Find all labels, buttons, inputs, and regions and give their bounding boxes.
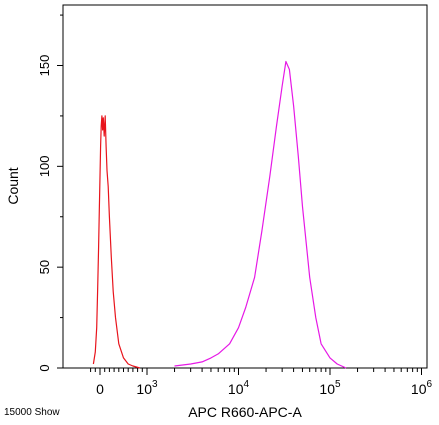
x-tick-label: 106 xyxy=(411,379,433,397)
histogram-series-2 xyxy=(174,60,347,369)
plot-frame xyxy=(62,4,428,369)
x-tick-label: 104 xyxy=(228,379,250,397)
y-tick-label: 50 xyxy=(37,260,52,274)
footer-text: 15000 Show xyxy=(4,407,60,418)
y-axis-title: Count xyxy=(5,167,21,204)
x-tick-label: 105 xyxy=(319,379,341,397)
y-tick-label: 150 xyxy=(37,55,52,77)
x-tick-label: 103 xyxy=(136,379,158,397)
x-tick-label: 0 xyxy=(96,381,104,397)
y-tick-label: 0 xyxy=(37,364,52,371)
y-tick-label: 100 xyxy=(37,155,52,177)
x-axis-title: APC R660-APC-A xyxy=(188,404,302,420)
x-axis: 0 103 104 105 106 xyxy=(90,368,433,397)
series-layer xyxy=(92,60,347,369)
y-axis: 0 50 100 150 xyxy=(37,14,63,372)
histogram-series-1 xyxy=(92,115,141,369)
